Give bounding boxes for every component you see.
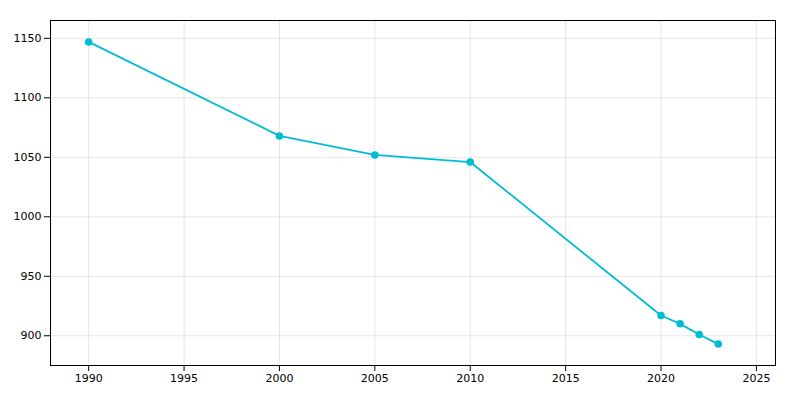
svg-text:1995: 1995 [170,372,198,385]
svg-text:1050: 1050 [14,151,42,164]
svg-text:2005: 2005 [361,372,389,385]
svg-text:2000: 2000 [265,372,293,385]
svg-text:1150: 1150 [14,32,42,45]
svg-text:2015: 2015 [552,372,580,385]
svg-text:2025: 2025 [742,372,770,385]
svg-text:2010: 2010 [456,372,484,385]
svg-text:1000: 1000 [14,210,42,223]
svg-text:1990: 1990 [75,372,103,385]
svg-text:950: 950 [21,270,42,283]
svg-text:900: 900 [21,329,42,342]
svg-text:2020: 2020 [647,372,675,385]
svg-text:1100: 1100 [14,91,42,104]
